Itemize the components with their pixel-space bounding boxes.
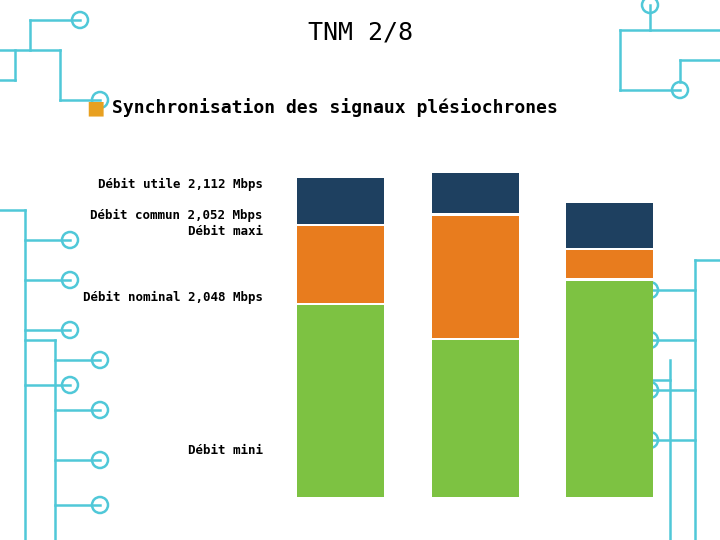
Bar <box>431 340 519 497</box>
Text: Débit nominal 2,048 Mbps: Débit nominal 2,048 Mbps <box>83 291 263 304</box>
Text: Synchronisation des signaux plésiochrones: Synchronisation des signaux plésiochrone… <box>112 98 557 118</box>
Bar <box>566 278 653 281</box>
Bar <box>566 248 653 251</box>
Bar <box>431 168 519 213</box>
Bar <box>297 226 384 303</box>
Bar <box>431 213 519 215</box>
Bar <box>431 338 519 340</box>
Bar <box>431 215 519 338</box>
Bar <box>566 251 653 278</box>
Text: ■: ■ <box>86 98 105 118</box>
Bar <box>566 202 653 248</box>
Text: Débit utile 2,112 Mbps: Débit utile 2,112 Mbps <box>98 178 263 191</box>
Text: Débit mini: Débit mini <box>188 444 263 457</box>
Bar <box>566 281 653 497</box>
Text: Débit commun 2,052 Mbps: Débit commun 2,052 Mbps <box>90 209 263 222</box>
Text: Débit maxi: Débit maxi <box>188 225 263 238</box>
Bar <box>297 303 384 305</box>
Text: TNM 2/8: TNM 2/8 <box>307 21 413 44</box>
Bar <box>297 224 384 226</box>
Bar <box>297 178 384 224</box>
Bar <box>297 305 384 497</box>
